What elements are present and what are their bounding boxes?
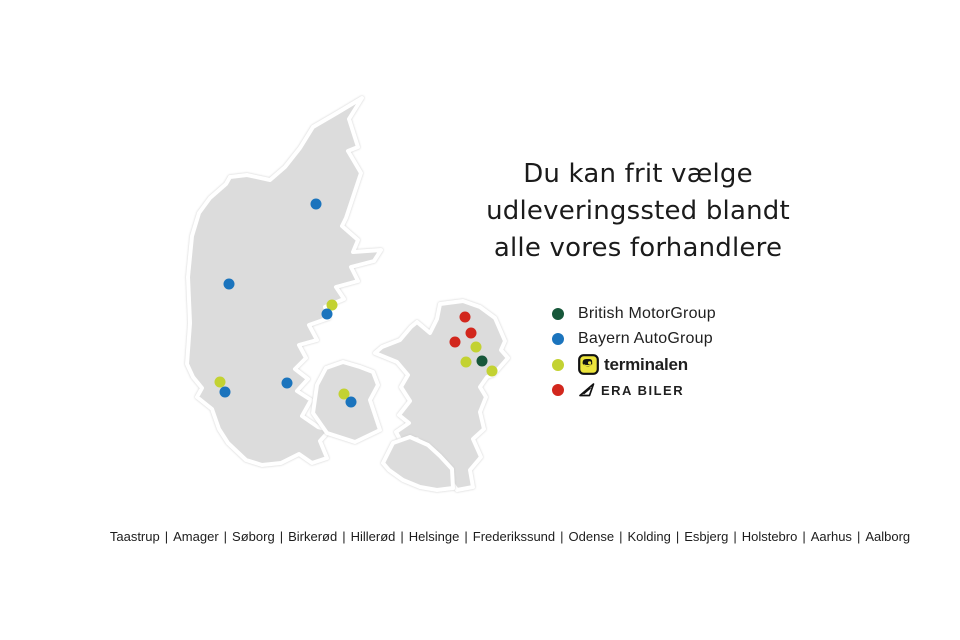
dealer-marker-era-biler xyxy=(465,327,477,339)
city-separator: | xyxy=(400,529,404,544)
city-separator: | xyxy=(856,529,861,544)
city-name: Esbjerg xyxy=(684,529,729,544)
dealer-legend: British MotorGroup Bayern AutoGroup term… xyxy=(552,301,716,403)
dealer-cities: Taastrup | Amager | Søborg | Birkerød | Hillerød… xyxy=(0,529,960,544)
legend-row-bayern-autogroup: Bayern AutoGroup xyxy=(552,327,716,353)
city-name: Søborg xyxy=(232,529,275,544)
map-markers xyxy=(214,198,498,408)
city-name: Odense xyxy=(568,529,615,544)
title-line-1: Du kan frit vælge xyxy=(523,159,753,189)
dealer-marker-era-biler xyxy=(449,336,461,348)
dealer-marker-terminalen xyxy=(338,388,350,400)
title-line-2: udleveringssted blandt xyxy=(486,196,790,226)
dealer-marker-bayern-autogroup xyxy=(345,396,357,408)
dealer-marker-terminalen xyxy=(486,365,498,377)
dealer-marker-terminalen xyxy=(460,356,472,368)
city-separator: | xyxy=(164,529,169,544)
city-name: Amager xyxy=(173,529,219,544)
city-name: Kolding xyxy=(627,529,671,544)
dealer-marker-bayern-autogroup xyxy=(281,377,293,389)
city-separator: | xyxy=(223,529,228,544)
city-name: Aalborg xyxy=(865,529,911,544)
legend-row-era-biler: ERA BILER xyxy=(552,378,716,404)
legend-label-era-biler: ERA BILER xyxy=(601,382,685,398)
dealer-marker-terminalen xyxy=(326,299,338,311)
title-line-3: alle vores forhandlere xyxy=(493,233,783,263)
legend-row-british-motorgroup: British MotorGroup xyxy=(552,301,716,327)
map-island-jutland xyxy=(185,96,383,467)
terminalen-dot-icon xyxy=(552,358,564,371)
dealer-marker-bayern-autogroup xyxy=(321,308,333,320)
legend-label-terminalen: terminalen xyxy=(604,354,688,374)
city-name: Helsinge xyxy=(408,529,460,544)
city-name: Birkerød xyxy=(288,529,338,544)
dealer-marker-terminalen xyxy=(214,376,226,388)
city-separator: | xyxy=(560,529,564,544)
legend-label-british-motorgroup: British MotorGroup xyxy=(578,304,716,322)
city-separator: | xyxy=(464,529,468,544)
bayern-autogroup-dot-icon xyxy=(552,333,564,346)
city-separator: | xyxy=(802,529,806,544)
british-motorgroup-dot-icon xyxy=(552,307,564,320)
era-biler-logo-icon xyxy=(579,383,595,397)
city-separator: | xyxy=(675,529,680,544)
dealer-marker-terminalen xyxy=(470,341,482,353)
city-name: Holstebro xyxy=(741,529,798,544)
dealer-marker-bayern-autogroup xyxy=(219,386,231,398)
city-name: Hillerød xyxy=(350,529,396,544)
page-title: Du kan frit vælge udleveringssted blandt… xyxy=(478,156,798,267)
city-separator: | xyxy=(619,529,623,544)
dealer-marker-era-biler xyxy=(459,311,471,323)
dealer-marker-british-motorgroup xyxy=(476,355,488,367)
map-island-lolland xyxy=(381,435,455,492)
legend-row-terminalen: terminalen xyxy=(552,352,716,378)
city-separator: | xyxy=(733,529,737,544)
city-separator: | xyxy=(279,529,284,544)
city-name: Aarhus xyxy=(810,529,852,544)
dealer-marker-bayern-autogroup xyxy=(223,278,235,290)
terminalen-logo-icon xyxy=(578,354,599,376)
city-name: Taastrup xyxy=(109,529,160,544)
city-name: Frederikssund xyxy=(472,529,556,544)
dealer-marker-bayern-autogroup xyxy=(310,198,322,210)
era-biler-dot-icon xyxy=(552,384,564,397)
city-separator: | xyxy=(342,529,346,544)
legend-label-bayern-autogroup: Bayern AutoGroup xyxy=(578,330,713,348)
